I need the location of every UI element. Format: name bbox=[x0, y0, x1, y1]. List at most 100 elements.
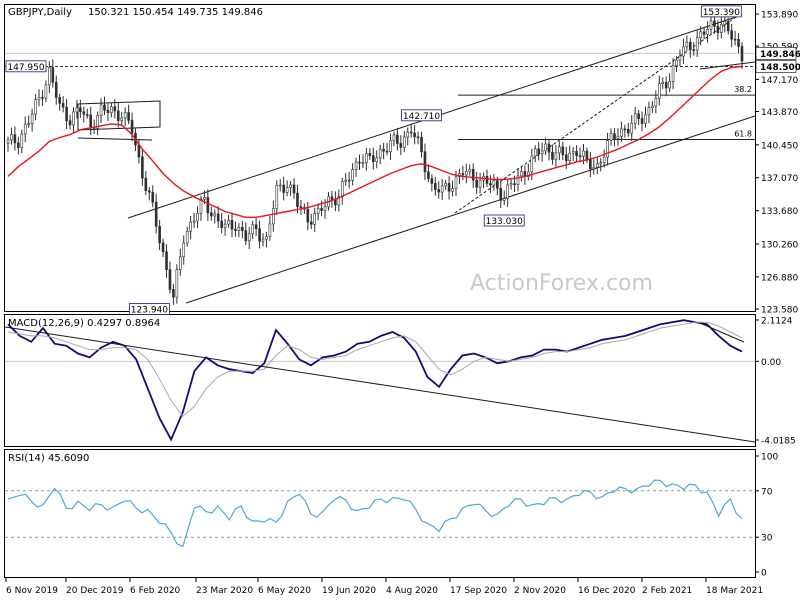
candle-body bbox=[551, 151, 554, 160]
x-tick-label: 4 Aug 2020 bbox=[386, 586, 438, 596]
candle-body bbox=[351, 169, 354, 181]
macd-trend-line bbox=[4, 326, 756, 443]
candle-body bbox=[689, 41, 692, 50]
x-tick-label: 17 Sep 2020 bbox=[450, 586, 507, 596]
x-tick-label: 6 Nov 2019 bbox=[6, 586, 58, 596]
chart-ohlc: 150.321 150.454 149.735 149.846 bbox=[88, 7, 263, 18]
candle-body bbox=[558, 146, 561, 154]
candle-body bbox=[616, 135, 620, 139]
candle-body bbox=[713, 20, 716, 27]
candle-body bbox=[575, 151, 578, 156]
candle-body bbox=[420, 136, 423, 152]
candle-body bbox=[409, 131, 413, 134]
price-annotation-label: 123.940 bbox=[131, 305, 168, 315]
candle-body bbox=[316, 208, 320, 214]
candle-body bbox=[96, 115, 99, 129]
candle-body bbox=[37, 96, 41, 100]
price-tick-label: 153.890 bbox=[761, 11, 798, 21]
candle-body bbox=[527, 171, 530, 178]
rsi-tick-label: 70 bbox=[761, 487, 773, 497]
candle-body bbox=[192, 220, 196, 223]
rsi-title: RSI(14) 45.6090 bbox=[8, 453, 89, 464]
candle-body bbox=[144, 177, 148, 192]
candle-body bbox=[158, 225, 161, 244]
candle-body bbox=[268, 223, 272, 237]
rsi-tick-label: 100 bbox=[761, 453, 778, 463]
candle-body bbox=[499, 188, 503, 201]
resistance-trend-line bbox=[699, 61, 756, 70]
candle-body bbox=[706, 28, 709, 35]
candle-body bbox=[34, 99, 37, 115]
x-tick-label: 6 Feb 2020 bbox=[130, 586, 181, 596]
candle-body bbox=[737, 39, 740, 47]
current-price-tag-label: 149.846 bbox=[760, 50, 800, 60]
candle-body bbox=[695, 37, 699, 51]
candle-body bbox=[223, 223, 227, 228]
candle-body bbox=[106, 109, 110, 114]
macd-panel-frame bbox=[4, 314, 756, 447]
candle-body bbox=[471, 168, 475, 181]
candle-body bbox=[520, 171, 523, 177]
candle-body bbox=[13, 134, 17, 144]
x-tick-label: 2 Feb 2021 bbox=[642, 586, 692, 596]
x-axis: 6 Nov 2019 20 Dec 2019 6 Feb 2020 23 Mar 20… bbox=[5, 578, 763, 596]
candle-body bbox=[564, 154, 568, 161]
rsi-layer: 100 70 30 0 bbox=[5, 453, 778, 579]
candle-body bbox=[602, 156, 606, 163]
candle-body bbox=[644, 114, 647, 124]
chart-symbol: GBPJPY,Daily bbox=[8, 7, 72, 18]
candle-body bbox=[216, 213, 220, 222]
candle-body bbox=[230, 220, 234, 230]
candle-body bbox=[375, 157, 379, 163]
candle-body bbox=[702, 31, 706, 35]
candle-body bbox=[427, 171, 430, 179]
flag-base-line bbox=[77, 137, 153, 141]
candle-body bbox=[478, 179, 482, 188]
current-price-tag-box bbox=[755, 47, 797, 60]
macd-line bbox=[7, 319, 743, 442]
candle-body bbox=[661, 81, 665, 84]
candle-body bbox=[17, 142, 20, 148]
candle-body bbox=[723, 21, 727, 25]
candle-body bbox=[492, 180, 496, 186]
price-tick-label: 143.870 bbox=[761, 108, 798, 118]
candle-body bbox=[544, 143, 547, 152]
price-annotation-label: 133.030 bbox=[486, 217, 523, 227]
candle-body bbox=[716, 26, 720, 33]
candle-body bbox=[434, 183, 437, 190]
candle-body bbox=[196, 213, 199, 222]
candle-body bbox=[61, 103, 65, 108]
candle-body bbox=[733, 38, 737, 41]
macd-signal-line bbox=[7, 321, 743, 417]
candle-body bbox=[640, 118, 644, 124]
candle-body bbox=[247, 233, 251, 242]
candle-body bbox=[365, 153, 368, 163]
candle-body bbox=[468, 168, 472, 172]
x-tick-label: 19 Jun 2020 bbox=[322, 586, 376, 596]
candle-body bbox=[337, 196, 341, 206]
candle-body bbox=[254, 224, 258, 229]
candle-body bbox=[692, 49, 696, 51]
candle-body bbox=[678, 55, 682, 61]
candle-body bbox=[48, 67, 51, 86]
candle-body bbox=[258, 228, 261, 242]
candle-body bbox=[141, 156, 144, 179]
price-annotation-box bbox=[129, 303, 170, 315]
candle-body bbox=[189, 221, 192, 232]
candle-body bbox=[671, 65, 675, 82]
macd-title: MACD(12,26,9) 0.4297 0.8964 bbox=[8, 318, 160, 329]
candle-body bbox=[502, 198, 506, 201]
rsi-line bbox=[7, 479, 743, 548]
macd-tick-label: -4.0185 bbox=[761, 437, 796, 447]
candle-body bbox=[513, 183, 516, 185]
x-tick-label: 18 Mar 2021 bbox=[706, 586, 763, 596]
x-tick-label: 16 Dec 2020 bbox=[578, 586, 636, 596]
price-layer: 153.890150.590147.170143.870140.450137.0… bbox=[5, 5, 800, 316]
candle-body bbox=[282, 184, 285, 193]
key-level-tag-box bbox=[755, 60, 797, 73]
candle-body bbox=[227, 220, 230, 225]
candle-body bbox=[675, 59, 678, 66]
price-annotation-box bbox=[700, 5, 742, 18]
candle-body bbox=[299, 206, 303, 208]
candle-body bbox=[179, 256, 182, 270]
